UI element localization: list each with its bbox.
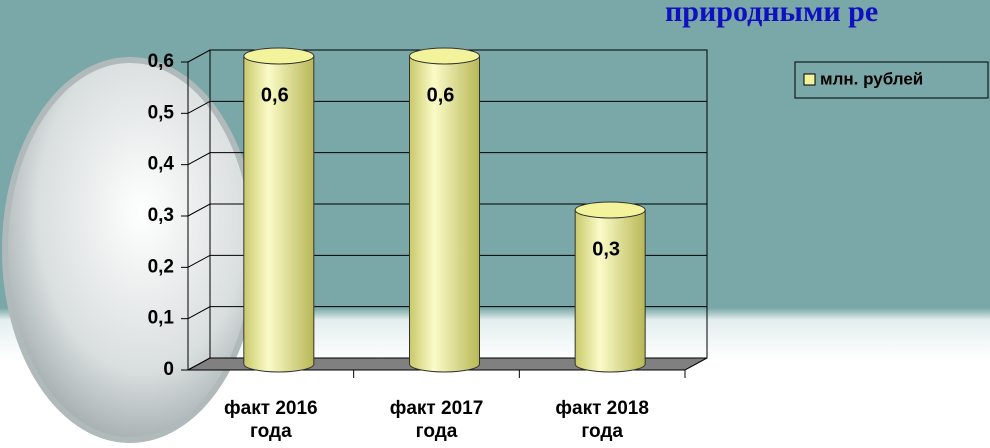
legend-box	[794, 61, 989, 99]
bar	[409, 55, 480, 373]
data-label: 0,3	[592, 238, 620, 260]
bar-top	[574, 201, 646, 219]
data-label: 0,6	[427, 84, 455, 106]
bar	[574, 209, 646, 373]
legend-swatch	[803, 73, 816, 86]
y-tick-label: 0,6	[148, 51, 174, 72]
y-tick-label: 0,5	[148, 102, 175, 123]
y-tick-label: 0,4	[148, 154, 175, 175]
bar	[243, 55, 315, 373]
y-tick-label: 0	[163, 359, 174, 380]
x-tick-label: факт 2018 года	[555, 398, 649, 442]
x-tick-label: факт 2016 года	[224, 398, 318, 442]
data-label: 0,6	[261, 84, 289, 106]
coin-decoration	[2, 57, 258, 443]
bar-top	[243, 47, 315, 65]
legend-label: млн. рублей	[820, 69, 923, 88]
y-tick-label: 0,1	[148, 308, 175, 329]
chart-title: природными ре	[665, 0, 878, 28]
y-tick-label: 0,3	[148, 205, 174, 226]
bar-top	[409, 47, 480, 65]
y-tick-label: 0,2	[148, 256, 174, 277]
x-tick-label: факт 2017 года	[389, 398, 484, 442]
